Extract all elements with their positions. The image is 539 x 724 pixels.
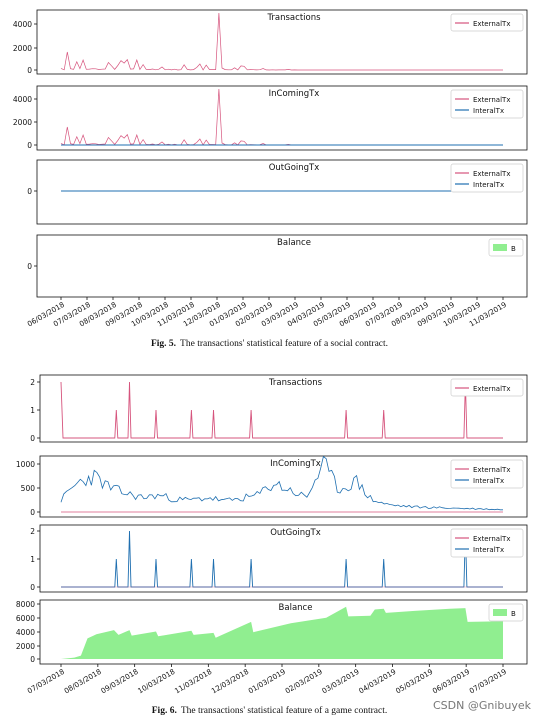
- fig6-panel-3-ytick-label: 4000: [16, 628, 35, 637]
- fig6-panel-0-ytick-label: 0: [30, 434, 35, 443]
- fig5-panel-0-ytick-label: 2000: [13, 44, 32, 53]
- fig6-panel-0-frame: [39, 374, 528, 443]
- fig6-panel-1-legend-label: InteralTx: [473, 477, 504, 485]
- fig6-panel-3-ytick-label: 8000: [16, 600, 35, 609]
- fig6-xtick-label: 09/03/2018: [99, 667, 140, 696]
- fig6-panel-3-legend-swatch: [493, 609, 507, 616]
- fig6-xtick-label: 10/03/2018: [136, 667, 177, 696]
- fig6-panel-2-legend-label: InteralTx: [473, 546, 504, 554]
- fig6-panel-0-external-line: [60, 381, 503, 439]
- fig6-xtick-label: 07/03/2018: [26, 667, 67, 696]
- fig6-panel-2-ytick-label: 1: [30, 555, 35, 564]
- fig6-panel-1-title: InComingTx: [270, 459, 321, 469]
- fig6-xtick-label: 01/03/2019: [247, 667, 288, 696]
- fig6-panel-2-legend-label: ExternalTx: [473, 535, 510, 543]
- fig5-caption-text: The transactions' statistical feature of…: [180, 339, 389, 349]
- fig6-xtick-label: 11/03/2018: [173, 667, 214, 696]
- fig5-panel-0-title: Transactions: [266, 13, 321, 23]
- fig6-panel-1-legend-label: ExternalTx: [473, 466, 510, 474]
- fig5-panel-0-legend-label: ExternalTx: [473, 20, 510, 28]
- fig5-panel-0-legend: [450, 13, 524, 32]
- fig6-panel-1-internal-line: [60, 455, 503, 511]
- fig5-panel-1-legend-label: ExternalTx: [473, 96, 510, 104]
- fig6-caption-label: Fig. 6.: [151, 706, 177, 716]
- fig6-panel-1-ytick-label: 500: [21, 484, 36, 493]
- fig6-panel-2-internal-line: [61, 530, 503, 588]
- fig6-panel-1-frame: [39, 455, 528, 518]
- fig5-panel-2-frame: [36, 159, 528, 225]
- fig6-panel-2-frame: [39, 524, 528, 593]
- fig6-panel-3-title: Balance: [279, 603, 313, 613]
- fig5-panel-3-title: Balance: [277, 238, 311, 248]
- fig6-panel-3-legend-label: B: [511, 610, 516, 618]
- fig6-panel-3-ytick-label: 0: [30, 655, 35, 664]
- fig5-panel-2-legend-label: ExternalTx: [473, 170, 510, 178]
- fig6-panel-1-legend: [450, 459, 524, 489]
- fig6-panel-2-ytick-label: 2: [30, 527, 35, 536]
- fig6-xtick-label: 05/03/2019: [394, 667, 435, 696]
- fig5-panel-1-legend: [450, 89, 524, 119]
- fig5-panel-0-frame: [36, 9, 528, 75]
- fig5-panel-3-legend-label: B: [511, 245, 516, 253]
- fig5-caption: Fig. 5. The transactions' statistical fea…: [0, 339, 539, 349]
- fig5-panel-1-title: InComingTx: [269, 89, 320, 99]
- fig6-xtick-label: 08/03/2018: [62, 667, 103, 696]
- watermark: CSDN @Gnibuyek: [432, 699, 531, 712]
- fig6-panel-3-ytick-label: 6000: [16, 614, 35, 623]
- fig6-panel-0-ytick-label: 1: [30, 406, 35, 415]
- fig6-panel-0-ytick-label: 2: [30, 378, 35, 387]
- fig6-panel-2-title: OutGoingTx: [270, 528, 321, 538]
- fig5-panel-1-legend-label: InteralTx: [473, 107, 504, 115]
- fig6-caption-text: The transactions' statistical feature of…: [180, 706, 388, 716]
- fig6-panel-1-ytick-label: 0: [30, 508, 35, 517]
- fig6-xtick-label: 02/03/2019: [283, 667, 324, 696]
- fig6-panel-0-title: Transactions: [268, 378, 323, 388]
- fig5-panel-3-ytick-label: 0: [27, 262, 32, 271]
- fig6-xtick-label: 07/03/2019: [468, 667, 509, 696]
- fig6-panel-2-legend: [450, 528, 524, 558]
- fig6-panel-3-ytick-label: 2000: [16, 642, 35, 651]
- fig5-panel-0-external-line: [60, 12, 503, 71]
- fig5-panel-3-legend-swatch: [493, 244, 507, 251]
- fig6-panel-1-ytick-label: 1000: [16, 460, 35, 469]
- fig5-caption-label: Fig. 5.: [150, 339, 177, 349]
- fig5-panel-0-ytick-label: 0: [27, 66, 32, 75]
- fig6-panel-0-legend-label: ExternalTx: [473, 385, 510, 393]
- fig5-panel-2-legend-label: InteralTx: [473, 181, 504, 189]
- fig5-panel-2-ytick-label: 0: [27, 187, 32, 196]
- fig6-panel-3-balance-area: [61, 606, 503, 659]
- fig6-xtick-label: 04/03/2019: [357, 667, 398, 696]
- fig6-panel-0-legend: [450, 378, 524, 397]
- fig6-xtick-label: 03/03/2019: [320, 667, 361, 696]
- fig5-panel-2-legend: [450, 163, 524, 193]
- fig6-xtick-label: 12/03/2018: [210, 667, 251, 696]
- fig5-panel-1-frame: [36, 85, 528, 151]
- fig6-caption: Fig. 6. The transactions' statistical fea…: [0, 706, 539, 716]
- fig5-panel-2-title: OutGoingTx: [269, 163, 320, 173]
- fig5-panel-1-ytick-label: 2000: [13, 118, 32, 127]
- fig5-panel-1-ytick-label: 0: [27, 141, 32, 150]
- fig6-panel-2-ytick-label: 0: [30, 583, 35, 592]
- fig5-panel-0-ytick-label: 4000: [13, 20, 32, 29]
- fig6-xtick-label: 06/03/2019: [431, 667, 472, 696]
- fig5-panel-1-ytick-label: 4000: [13, 95, 32, 104]
